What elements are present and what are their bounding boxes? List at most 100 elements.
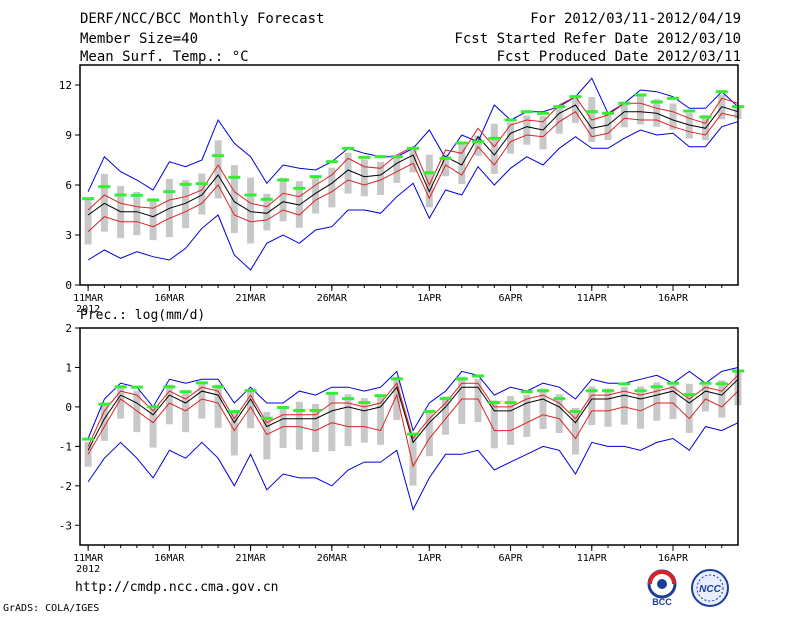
- spread-box-0-11: [263, 193, 271, 231]
- chart-title: DERF/NCC/BCC Monthly Forecast: [80, 11, 325, 27]
- bcc-logo-icon: BCC: [647, 569, 677, 607]
- source-url[interactable]: http://cmdp.ncc.cma.gov.cn: [75, 580, 279, 595]
- member-marker-0-19: [390, 155, 403, 159]
- member-marker-1-6: [179, 390, 192, 394]
- spread-box-1-38: [702, 385, 710, 412]
- spread-box-1-34: [637, 386, 645, 429]
- spread-box-1-30: [572, 407, 580, 455]
- spread-box-0-26: [507, 122, 515, 154]
- x-tick-label-1: 11APR: [577, 553, 608, 564]
- max-line-1: [87, 367, 739, 439]
- member-marker-0-36: [667, 96, 680, 100]
- member-marker-1-30: [569, 409, 582, 413]
- member-size-label: Member Size=40: [80, 31, 199, 47]
- spread-box-1-11: [263, 411, 271, 460]
- member-marker-1-22: [439, 397, 452, 401]
- plot-frame-0: [79, 64, 739, 286]
- member-marker-1-27: [520, 390, 533, 394]
- member-marker-0-23: [455, 141, 468, 145]
- member-marker-0-34: [634, 93, 647, 97]
- spread-box-0-28: [539, 116, 547, 150]
- x-tick-label-1: 16MAR: [154, 553, 185, 564]
- member-marker-1-16: [342, 397, 355, 401]
- spread-box-1-1: [100, 404, 108, 441]
- spread-box-1-21: [425, 410, 433, 457]
- member-marker-1-0: [82, 437, 95, 441]
- spread-box-0-9: [230, 165, 238, 233]
- member-marker-0-12: [277, 178, 290, 182]
- spread-box-1-7: [198, 382, 206, 419]
- member-marker-1-31: [585, 389, 598, 393]
- spread-box-1-26: [507, 396, 515, 445]
- member-marker-1-3: [130, 385, 143, 389]
- ncc-logo-icon: NCC: [691, 569, 729, 607]
- member-marker-0-20: [407, 146, 420, 150]
- spread-box-0-33: [620, 103, 628, 128]
- spread-box-0-4: [149, 198, 157, 241]
- member-marker-1-24: [472, 374, 485, 378]
- member-marker-0-17: [358, 155, 371, 159]
- member-marker-0-24: [472, 140, 485, 144]
- member-marker-1-17: [358, 401, 371, 405]
- member-marker-0-22: [439, 156, 452, 160]
- member-marker-0-3: [130, 193, 143, 197]
- spread-box-1-20: [409, 434, 417, 486]
- member-marker-1-13: [293, 408, 306, 412]
- member-marker-1-25: [488, 401, 501, 405]
- spread-box-1-27: [523, 394, 531, 437]
- fcst-started-label: Fcst Started Refer Date 2012/03/10: [454, 31, 741, 47]
- member-marker-0-32: [602, 111, 615, 115]
- x-tick-label-1: 11MAR: [73, 553, 104, 564]
- plot-frame-1: [79, 327, 739, 546]
- member-marker-0-28: [537, 111, 550, 115]
- member-marker-0-29: [553, 105, 566, 109]
- variable-label: Mean Surf. Temp.: °C: [80, 49, 249, 65]
- x-tick-label-1: 1APR: [417, 553, 442, 564]
- member-marker-1-33: [618, 382, 631, 386]
- member-marker-0-1: [98, 185, 111, 189]
- spread-box-1-9: [230, 410, 238, 456]
- spread-box-1-36: [669, 385, 677, 419]
- spread-box-1-37: [685, 383, 693, 433]
- spread-box-0-37: [685, 112, 693, 139]
- x-year-label-1: 2012: [76, 564, 100, 575]
- x-tick-label-1: 26MAR: [317, 553, 348, 564]
- min-line-0: [87, 121, 739, 271]
- member-marker-1-32: [602, 389, 615, 393]
- member-marker-0-7: [195, 182, 208, 186]
- spread-box-1-22: [442, 396, 450, 435]
- member-marker-1-23: [455, 377, 468, 381]
- spread-box-1-13: [295, 401, 303, 450]
- spread-box-0-6: [182, 180, 190, 229]
- spread-box-1-23: [458, 376, 466, 424]
- x-tick-label-1: 16APR: [658, 553, 689, 564]
- spread-box-0-7: [198, 173, 206, 215]
- member-marker-0-26: [504, 118, 517, 122]
- spread-box-1-32: [604, 388, 612, 427]
- spread-box-0-32: [604, 114, 612, 141]
- spread-box-0-27: [523, 115, 531, 145]
- member-marker-0-18: [374, 155, 387, 159]
- y-tick-label-1: 2: [65, 322, 72, 335]
- member-marker-0-6: [179, 182, 192, 186]
- member-marker-1-15: [325, 391, 338, 395]
- member-marker-1-4: [147, 405, 160, 409]
- member-marker-1-7: [195, 381, 208, 385]
- member-marker-0-37: [683, 109, 696, 113]
- spread-box-1-2: [117, 386, 125, 419]
- mean-line-1: [87, 378, 739, 451]
- x-year-label-0: 2012: [76, 304, 100, 315]
- member-marker-0-39: [715, 90, 728, 94]
- spread-box-1-24: [474, 378, 482, 423]
- spread-box-0-25: [490, 123, 498, 174]
- member-marker-1-5: [163, 385, 176, 389]
- member-marker-0-14: [309, 175, 322, 179]
- x-tick-label-0: 1APR: [417, 293, 442, 304]
- spread-box-1-8: [214, 384, 222, 428]
- member-marker-0-31: [585, 110, 598, 114]
- member-marker-0-38: [699, 115, 712, 119]
- spread-box-0-24: [474, 135, 482, 156]
- spread-box-1-39: [718, 380, 726, 418]
- spread-box-0-10: [247, 177, 255, 244]
